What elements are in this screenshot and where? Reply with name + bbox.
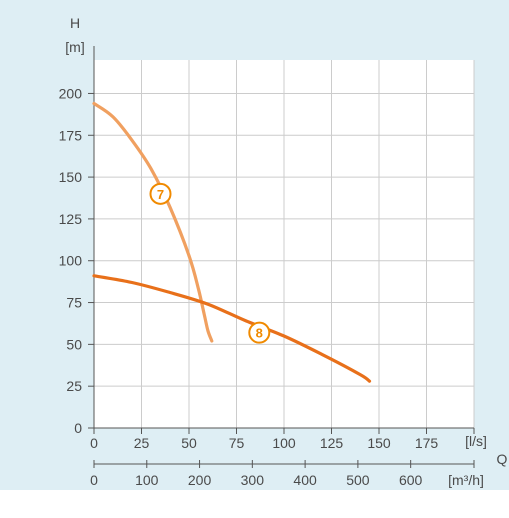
x-tick-label: 175 <box>415 435 439 451</box>
x-tick-label: 150 <box>367 435 391 451</box>
x-axis-title: Q <box>497 451 508 467</box>
grid <box>94 60 475 428</box>
labels-layer: 0 25 50 75 100 125 150 175 200 0 25 50 75 100 125 150 17… <box>59 15 508 488</box>
x2-tick-label: 0 <box>90 472 98 488</box>
x2-tick-label: 100 <box>135 472 159 488</box>
x-tick-label: 25 <box>134 435 150 451</box>
y-tick-label: 150 <box>59 169 83 185</box>
series-8-label: 8 <box>256 326 263 341</box>
y-tick-label: 125 <box>59 211 83 227</box>
y-tick-label: 0 <box>74 420 82 436</box>
y-axis-title: H <box>70 15 80 31</box>
x-tick-label: 125 <box>320 435 344 451</box>
series-7-line <box>92 101 214 343</box>
x2-tick-label: 200 <box>188 472 212 488</box>
x-axis-unit: [l/s] <box>465 433 487 449</box>
y-tick-label: 25 <box>66 378 82 394</box>
series-8-label-circle <box>248 321 271 344</box>
x-tick-label: 0 <box>90 435 98 451</box>
y-tick-label: 50 <box>66 336 82 352</box>
x-tick-label: 100 <box>272 435 296 451</box>
series-7-label-circle <box>149 182 172 205</box>
x-axis-secondary-unit: [m³/h] <box>448 472 484 488</box>
x2-tick-label: 300 <box>241 472 265 488</box>
series-8-line <box>92 274 372 383</box>
y-tick-label: 200 <box>59 85 83 101</box>
y-tick-label: 75 <box>66 295 82 311</box>
x-tick-label: 50 <box>181 435 197 451</box>
axes <box>88 46 475 468</box>
x2-tick-label: 400 <box>293 472 317 488</box>
x-tick-label: 75 <box>229 435 245 451</box>
x2-tick-label: 500 <box>346 472 370 488</box>
y-tick-label: 175 <box>59 127 83 143</box>
y-tick-label: 100 <box>59 253 83 269</box>
x2-tick-label: 600 <box>399 472 423 488</box>
series-7-label: 7 <box>157 187 164 202</box>
series-layer <box>92 101 372 383</box>
y-axis-unit: [m] <box>65 39 84 55</box>
